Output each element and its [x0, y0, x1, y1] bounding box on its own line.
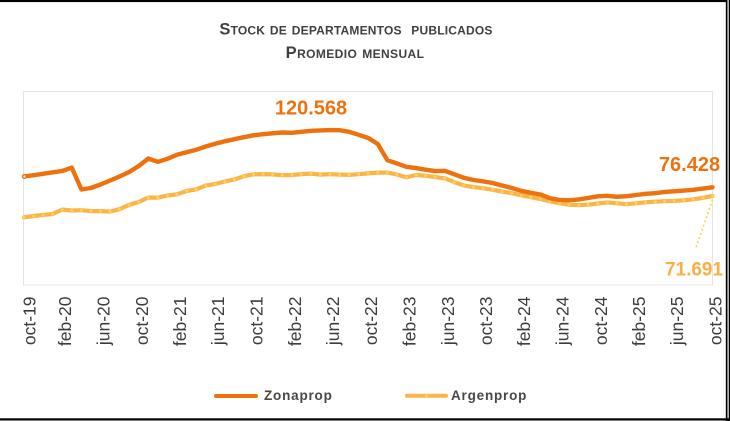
svg-text:71.691: 71.691 [665, 260, 724, 281]
svg-text:feb-25: feb-25 [629, 297, 649, 347]
svg-text:Argenprop: Argenprop [451, 388, 527, 403]
svg-text:jun-21: jun-21 [208, 297, 228, 347]
svg-text:jun-24: jun-24 [553, 296, 573, 346]
svg-text:76.428: 76.428 [659, 154, 720, 176]
svg-text:oct-21: oct-21 [247, 297, 267, 346]
svg-text:feb-22: feb-22 [285, 297, 305, 347]
svg-text:oct-20: oct-20 [132, 296, 152, 345]
svg-text:feb-20: feb-20 [55, 296, 75, 346]
svg-text:jun-25: jun-25 [667, 297, 687, 347]
svg-text:oct-22: oct-22 [361, 297, 381, 346]
svg-text:feb-24: feb-24 [514, 296, 534, 346]
svg-text:120.568: 120.568 [275, 98, 347, 120]
svg-text:oct-19: oct-19 [20, 297, 40, 346]
svg-text:jun-22: jun-22 [323, 297, 343, 347]
svg-text:Stock de departamentos public: Stock de departamentos publicados [219, 21, 492, 39]
svg-text:oct-23: oct-23 [476, 297, 496, 346]
svg-text:jun-23: jun-23 [438, 297, 458, 347]
svg-text:feb-21: feb-21 [170, 297, 190, 347]
svg-text:oct-24: oct-24 [591, 296, 611, 345]
svg-text:feb-23: feb-23 [400, 297, 420, 347]
svg-text:Promedio mensual: Promedio mensual [286, 44, 425, 62]
svg-text:jun-20: jun-20 [94, 296, 114, 346]
svg-text:Zonaprop: Zonaprop [264, 388, 333, 403]
svg-text:oct-25: oct-25 [706, 297, 726, 346]
